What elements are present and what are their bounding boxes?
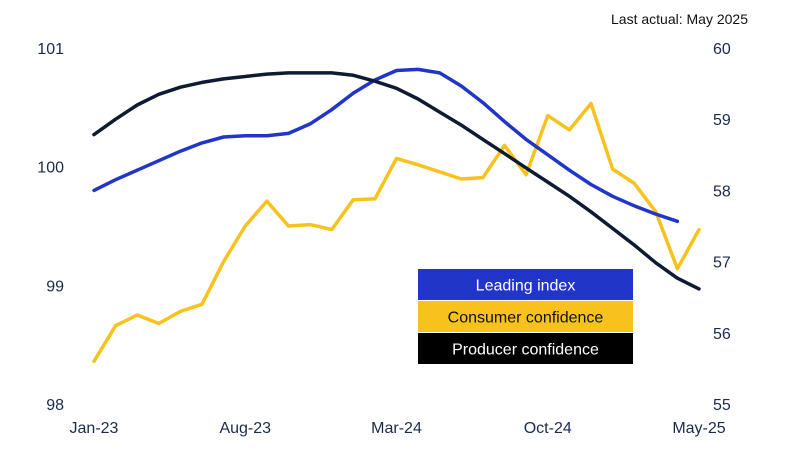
x-axis-tick-label: May-25 [672, 420, 725, 437]
x-axis-tick-label: Mar-24 [371, 420, 422, 437]
left-axis: 98 99 100 101 [37, 41, 64, 414]
left-axis-tick-label: 100 [37, 160, 64, 177]
legend-swatch-producer-confidence [418, 333, 633, 364]
left-axis-tick-label: 101 [37, 41, 64, 58]
consumer-confidence-line [92, 101, 701, 364]
legend-label-leading-index: Leading index [476, 278, 576, 295]
left-axis-tick-label: 98 [46, 397, 64, 414]
x-axis-tick-label: Oct-24 [524, 420, 572, 437]
legend: Leading index Consumer confidence Producer… [418, 269, 633, 364]
leading-index-line [92, 67, 680, 224]
right-axis-tick-label: 59 [713, 112, 731, 129]
last-actual-note: Last actual: May 2025 [611, 11, 748, 27]
left-axis-tick-label: 99 [46, 278, 64, 295]
right-axis-tick-label: 58 [713, 183, 731, 200]
legend-swatch-consumer-confidence [418, 301, 633, 332]
producer-confidence-line [92, 71, 701, 291]
legend-label-producer-confidence: Producer confidence [452, 342, 599, 359]
right-axis-tick-label: 57 [713, 255, 731, 272]
x-axis-tick-label: Aug-23 [219, 420, 271, 437]
legend-swatch-leading-index [418, 269, 633, 300]
right-axis-tick-label: 56 [713, 326, 731, 343]
legend-label-consumer-confidence: Consumer confidence [448, 310, 604, 327]
x-axis-tick-label: Jan-23 [70, 420, 119, 437]
x-axis: Jan-23 Aug-23 Mar-24 Oct-24 May-25 [70, 420, 726, 437]
right-axis: 55 56 57 58 59 60 [713, 41, 731, 414]
right-axis-tick-label: 60 [713, 41, 731, 58]
right-axis-tick-label: 55 [713, 397, 731, 414]
series-layer [92, 67, 701, 364]
